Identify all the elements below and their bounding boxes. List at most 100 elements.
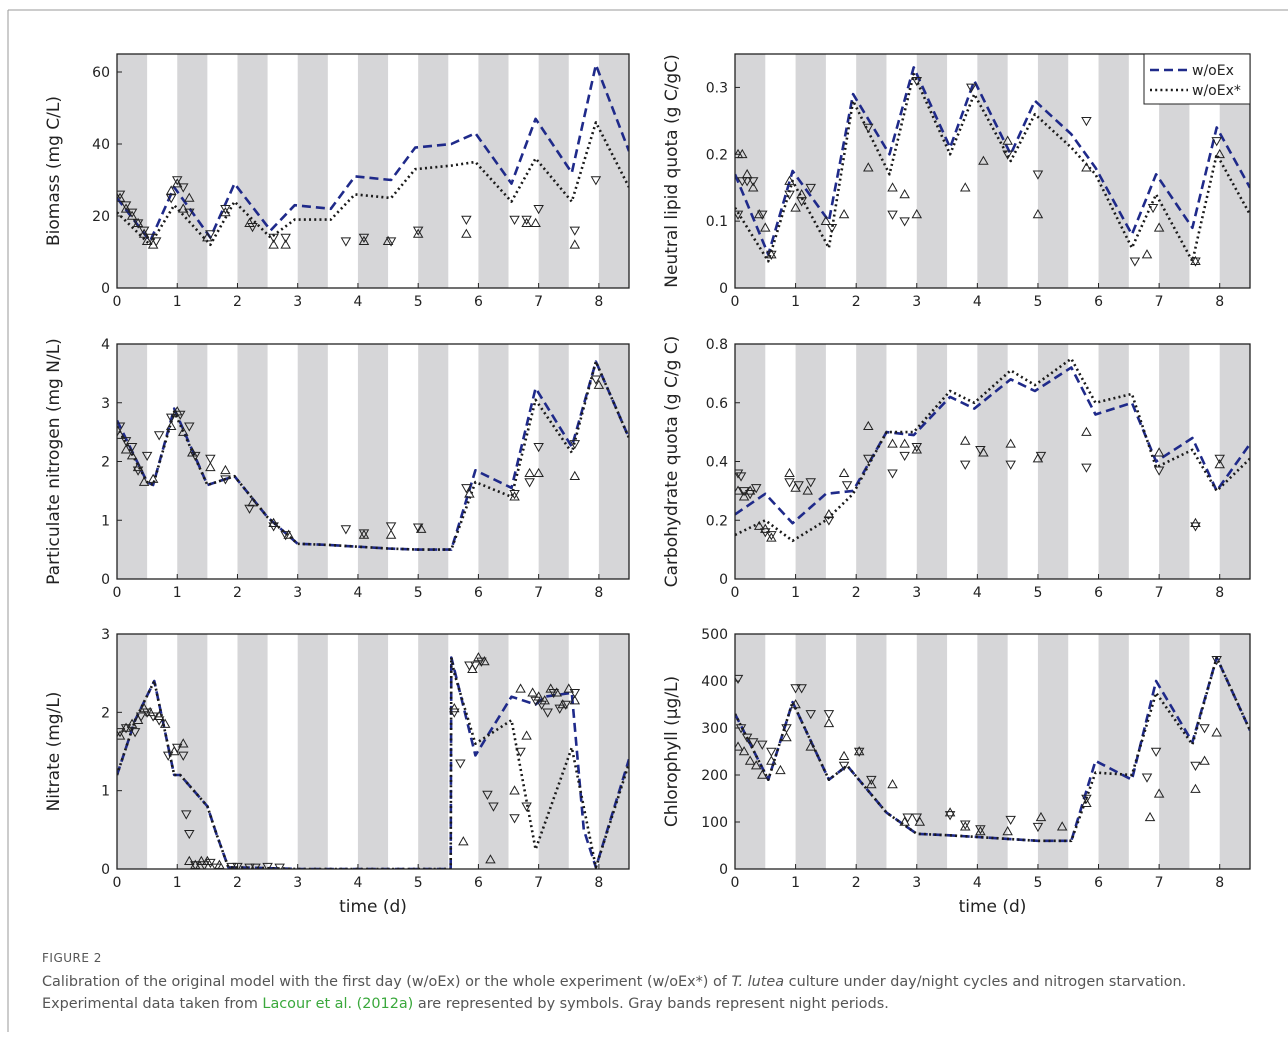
data-point-triangle-down [171,176,183,186]
data-point-triangle-down [766,250,777,260]
night-band [916,634,948,869]
y-tick-label: 0.2 [706,147,728,163]
night-band [735,634,766,869]
x-tick-label: 8 [594,294,603,310]
x-tick-label: 8 [1215,585,1224,601]
data-point-triangle-down [199,861,210,869]
y-tick-label: 0.2 [706,513,728,529]
data-point-triangle-down [1199,724,1210,734]
data-point-triangle-down [190,451,201,462]
data-point-triangle-down [1211,137,1222,147]
data-point-triangle-up [153,710,165,721]
data-point-triangle-down [141,451,153,462]
y-tick-label: 40 [92,137,110,153]
night-band [1037,54,1069,288]
data-point-triangle-up [766,249,777,259]
x-tick-label: 8 [1215,875,1224,891]
data-point-triangle-down [1211,656,1222,666]
data-points [735,420,1225,542]
figure-label: FIGURE 2 [42,951,102,965]
night-band [478,344,509,579]
data-point-triangle-down [975,445,986,456]
data-point-triangle-up [530,217,541,227]
night-band [856,634,887,869]
data-point-triangle-up [823,508,835,519]
data-point-triangle-down [899,451,910,462]
data-point-triangle-down [1081,794,1092,804]
data-point-triangle-up [753,520,765,530]
data-point-triangle-down [165,194,177,204]
data-point-triangle-up [1032,209,1044,219]
data-point-triangle-up [978,155,989,165]
data-point-triangle-up [887,778,898,789]
data-point-triangle-up [766,755,777,765]
data-point-triangle-down [542,708,553,718]
data-point-triangle-up [569,239,581,249]
data-point-triangle-up [735,741,744,751]
data-point-triangle-down [120,201,132,211]
x-tick-label: 6 [474,585,483,601]
chart-biomass: 0 1 2 3 4 5 6 7 8 0 20 40 60 Biomass (mg C/L) [44,53,630,310]
x-tick-label: 3 [912,294,921,310]
data-point-triangle-up [524,467,535,478]
data-point-triangle-up [509,785,520,795]
night-band [1098,634,1129,869]
data-point-triangle-down [1214,454,1225,464]
data-point-triangle-down [244,504,255,514]
data-point-triangle-up [117,730,126,740]
x-tick-label: 5 [414,294,423,310]
data-point-triangle-down [205,230,216,240]
x-tick-label: 4 [353,294,362,310]
night-band [1219,344,1250,579]
data-point-triangle-down [735,469,744,479]
data-point-triangle-down [554,704,565,714]
data-point-triangle-up [737,148,748,159]
data-point-triangle-down [358,233,370,244]
figure-caption: FIGURE 2 Calibration of the original mod… [42,951,1252,1015]
caption-part-3[interactable]: Lacour et al. (2012a) [262,996,414,1012]
x-tick-label: 3 [293,585,302,601]
data-point-triangle-down [1005,815,1016,826]
data-point-triangle-down [509,215,520,226]
x-tick-label: 5 [414,585,423,601]
data-point-triangle-down [784,190,795,200]
data-point-triangle-down [162,751,174,761]
data-point-triangle-up [385,529,397,539]
data-point-triangle-down [863,123,874,133]
data-point-triangle-up [790,202,801,212]
data-point-triangle-up [1190,783,1201,793]
y-axis-label: Neutral lipid quota (g C/gC) [662,54,682,287]
night-band [598,344,629,579]
data-point-triangle-up [177,426,189,436]
y-tick-label: 60 [92,65,110,81]
data-point-triangle-down [741,177,753,187]
x-tick-label: 2 [233,585,242,601]
data-point-triangle-down [1150,747,1162,757]
data-point-triangle-up [126,210,138,220]
night-bands [735,344,1250,579]
data-point-triangle-down [274,863,285,869]
data-point-triangle-up [1081,426,1092,436]
night-band [1159,634,1190,869]
data-point-triangle-down [177,751,189,761]
data-point-triangle-down [569,226,581,236]
data-point-triangle-down [184,208,195,218]
data-point-triangle-up [117,192,126,202]
x-tick-label: 8 [594,585,603,601]
y-tick-label: 2 [101,705,110,721]
data-point-triangle-down [866,775,877,786]
data-point-triangle-up [753,209,765,219]
data-point-triangle-up [1035,811,1047,822]
x-tick-label: 0 [113,875,122,891]
data-point-triangle-down [1190,257,1201,267]
data-point-triangle-down [805,478,816,488]
data-point-triangle-up [132,217,144,227]
x-tick-label: 3 [912,585,921,601]
caption-text: Calibration of the original model with t… [42,971,1252,1015]
data-point-triangle-down [120,437,132,447]
night-band [177,634,208,869]
data-point-triangle-up [382,235,394,245]
data-point-triangle-down [340,525,352,535]
series-lines [735,357,1250,543]
data-point-triangle-down [220,475,231,485]
